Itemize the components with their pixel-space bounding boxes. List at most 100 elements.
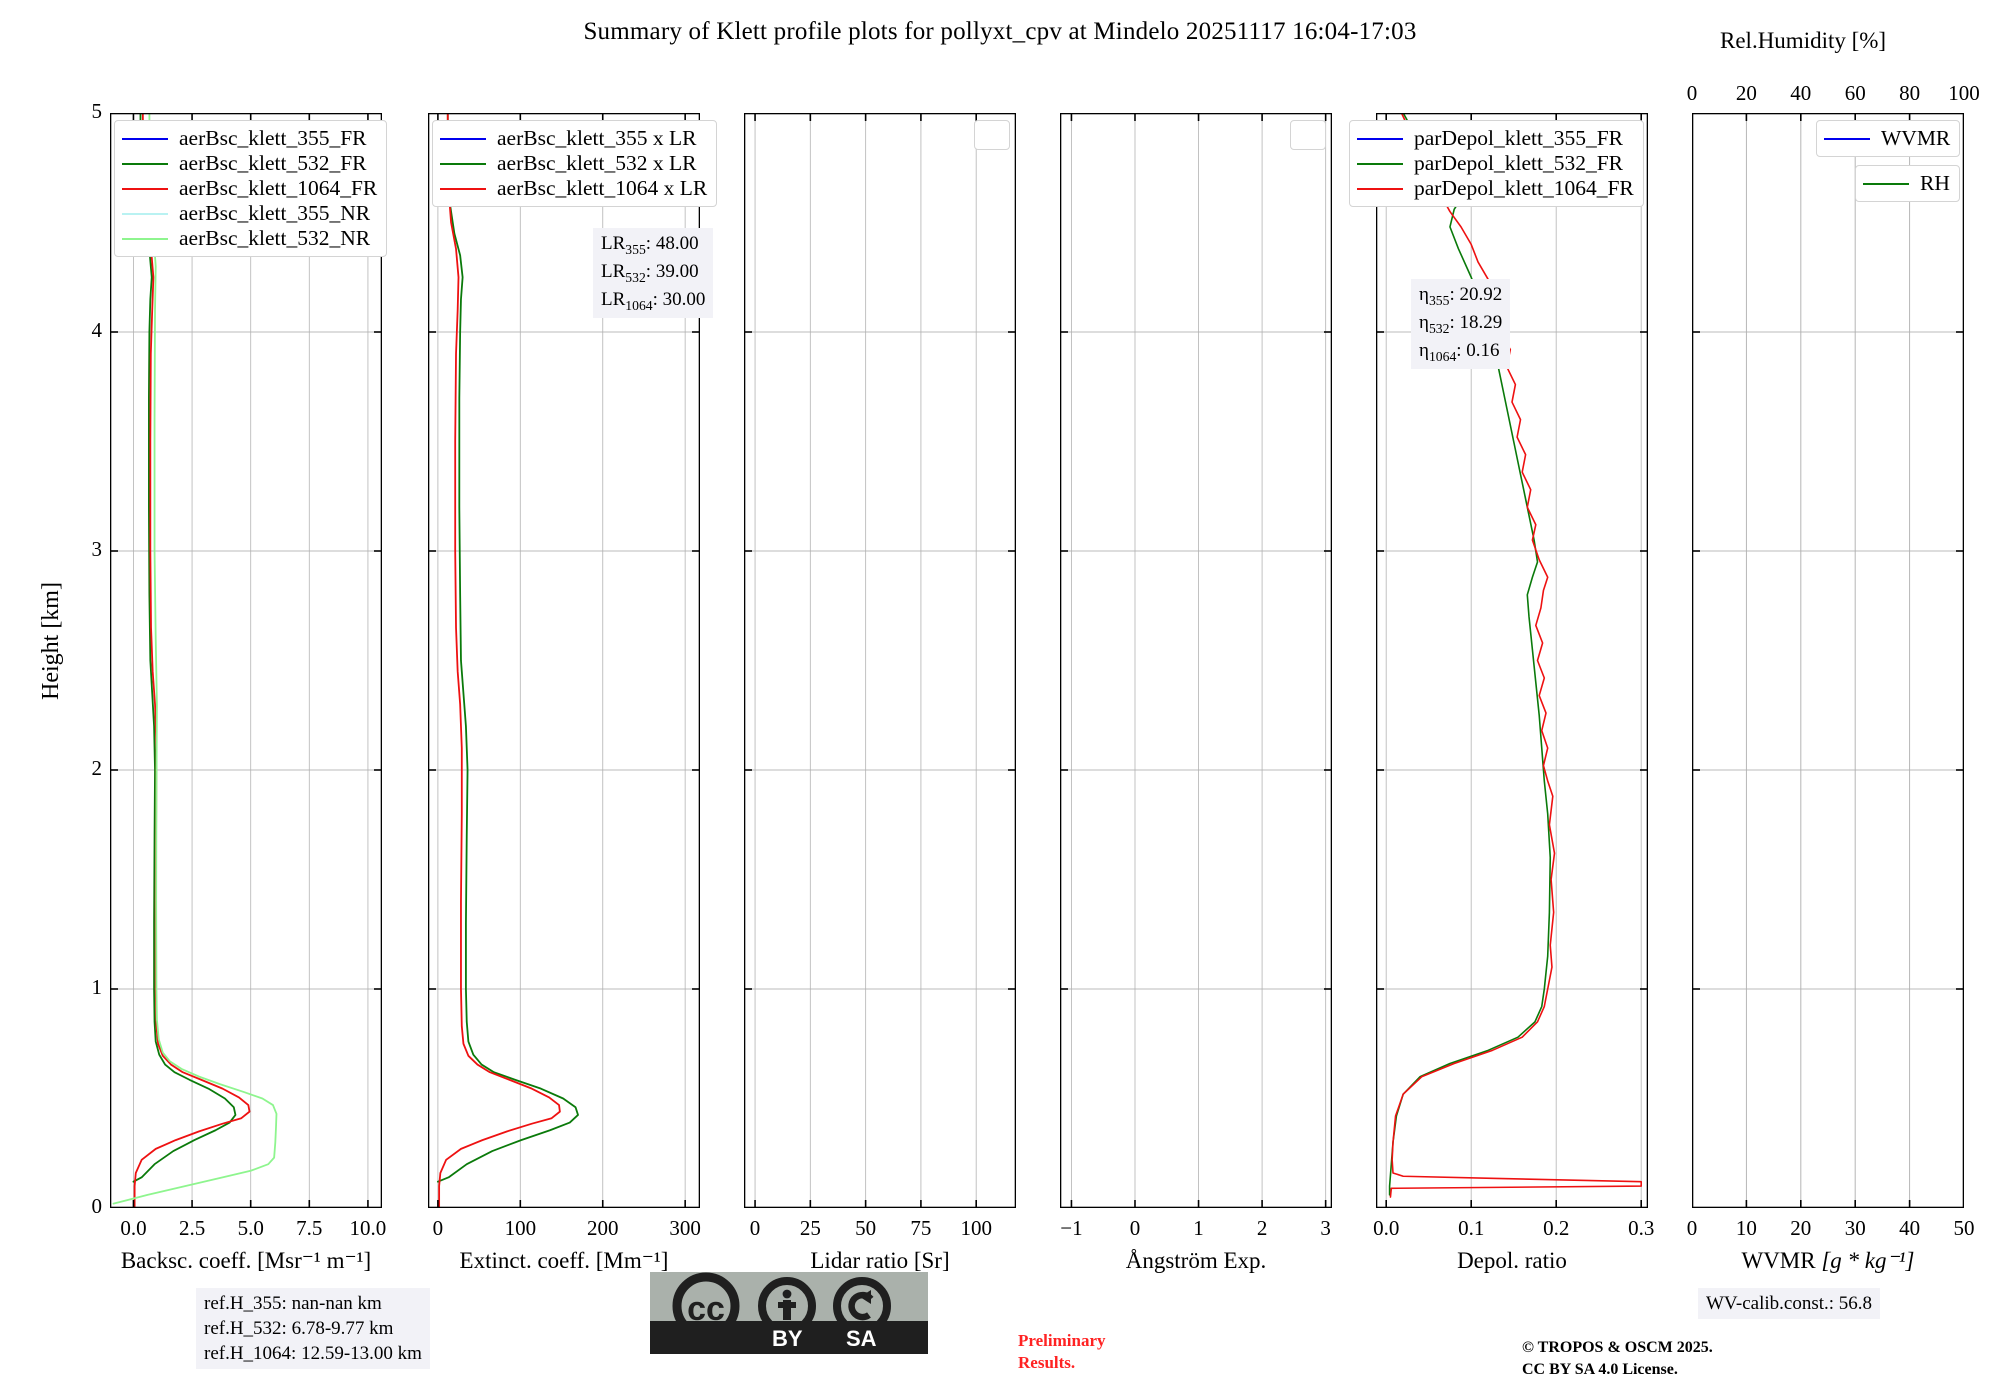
xtick-backscatter-0: 0.0 [120, 1216, 147, 1240]
legend-label: WVMR [1881, 126, 1951, 150]
ytick-1: 1 [91, 975, 103, 999]
legend-swatch-line [440, 187, 486, 190]
legend-label: aerBsc_klett_532_FR [179, 151, 367, 175]
legend-box[interactable]: RH [1855, 165, 1960, 202]
xtick-extinction-0: 0 [432, 1216, 444, 1240]
xtick-lidar_ratio-4: 100 [960, 1216, 992, 1240]
legend-item[interactable]: aerBsc_klett_355_NR [122, 201, 377, 226]
xtick-angstrom-1: 0 [1129, 1216, 1141, 1240]
legend-item[interactable]: aerBsc_klett_1064 x LR [440, 176, 707, 201]
xtick-wvmr_rh-3: 30 [1844, 1216, 1866, 1240]
top-xtick-rh-2: 40 [1790, 81, 1812, 105]
legend-swatch-line [1824, 137, 1870, 140]
legend-box[interactable]: aerBsc_klett_355_FR aerBsc_klett_532_FR ae… [114, 120, 388, 257]
legend-item[interactable]: aerBsc_klett_532 x LR [440, 151, 707, 176]
ytick-0: 0 [91, 1194, 103, 1218]
legend-label: RH [1920, 171, 1950, 195]
xtick-angstrom-4: 3 [1320, 1216, 1331, 1240]
xtick-depolarization-0: 0.0 [1373, 1216, 1400, 1240]
xaxis-label-wvmr_rh: WVMR [g * kg⁻¹] [1741, 1248, 1915, 1273]
ytick-2: 2 [91, 756, 103, 780]
copyright-note: © TROPOS & OSCM 2025. CC BY SA 4.0 Licen… [1522, 1339, 1713, 1378]
reference-height-row: ref.H_355: nan-nan km [204, 1293, 382, 1314]
legend-swatch-line [440, 162, 486, 165]
xaxis-label-backscatter: Backsc. coeff. [Msr⁻¹ m⁻¹] [120, 1248, 372, 1273]
legend-label: aerBsc_klett_532_NR [179, 226, 371, 250]
legend-box[interactable]: parDepol_klett_355_FR parDepol_klett_532_… [1349, 120, 1644, 207]
legend-item[interactable]: aerBsc_klett_355_FR [122, 126, 377, 151]
xtick-lidar_ratio-2: 50 [855, 1216, 877, 1240]
cc-sa-label: SA [846, 1326, 877, 1351]
legend-swatch-line [440, 137, 486, 140]
panel-angstrom [1060, 113, 1332, 1208]
legend-box-empty[interactable] [1290, 120, 1326, 150]
legend-item[interactable]: parDepol_klett_355_FR [1357, 126, 1634, 151]
xtick-backscatter-4: 10.0 [349, 1216, 387, 1240]
legend-item[interactable]: WVMR [1824, 126, 1950, 151]
top-xtick-rh-5: 100 [1948, 81, 1980, 105]
xtick-backscatter-2: 5.0 [237, 1216, 264, 1240]
legend-box[interactable]: WVMR [1816, 120, 1961, 157]
top-xtick-rh-3: 60 [1844, 81, 1866, 105]
xtick-lidar_ratio-3: 75 [910, 1216, 932, 1240]
legend-box-empty[interactable] [974, 120, 1010, 150]
panel-lidar_ratio [744, 113, 1016, 1208]
legend-item[interactable]: RH [1863, 171, 1950, 196]
legend-item[interactable]: aerBsc_klett_1064_FR [122, 176, 377, 201]
legend-label: aerBsc_klett_1064_FR [179, 176, 378, 200]
legend-label: aerBsc_klett_355_FR [179, 126, 367, 150]
figure-title: Summary of Klett profile plots for polly… [583, 18, 1417, 45]
annotation-row: LR355: 48.00 [601, 233, 699, 257]
lidar-ratio-values-box: LR355: 48.00 LR532: 39.00 LR1064: 30.00 [593, 228, 714, 318]
xtick-wvmr_rh-2: 20 [1790, 1216, 1812, 1240]
legend-swatch-line [1357, 187, 1403, 190]
panel-backscatter [110, 113, 382, 1208]
legend-label: parDepol_klett_532_FR [1414, 151, 1624, 175]
xtick-extinction-1: 100 [504, 1216, 537, 1240]
legend-item[interactable]: parDepol_klett_1064_FR [1357, 176, 1634, 201]
cc-badge-footer-bar [650, 1321, 928, 1354]
annotation-row: LR1064: 30.00 [601, 288, 706, 313]
legend-swatch-line [122, 237, 168, 240]
reference-height-row: ref.H_1064: 12.59-13.00 km [204, 1343, 422, 1365]
ytick-4: 4 [91, 318, 103, 342]
legend-label: parDepol_klett_1064_FR [1414, 176, 1634, 200]
xtick-lidar_ratio-1: 25 [799, 1216, 821, 1240]
legend-item[interactable]: aerBsc_klett_532_NR [122, 226, 377, 251]
legend-box[interactable]: aerBsc_klett_355 x LR aerBsc_klett_532 x … [432, 120, 718, 207]
xtick-backscatter-1: 2.5 [178, 1216, 206, 1240]
xtick-depolarization-3: 0.3 [1628, 1216, 1655, 1240]
legend-label: aerBsc_klett_1064 x LR [497, 176, 708, 200]
legend-item[interactable]: aerBsc_klett_532_FR [122, 151, 377, 176]
legend-label: aerBsc_klett_355 x LR [497, 126, 697, 150]
xtick-angstrom-0: −1 [1060, 1216, 1083, 1240]
top-xtick-rh-1: 20 [1735, 81, 1757, 105]
y-axis-label: Height [km] [38, 582, 64, 700]
preliminary-results-note: Preliminary Results. [1018, 1331, 1106, 1373]
top-xtick-rh-0: 0 [1686, 81, 1698, 105]
xtick-wvmr_rh-0: 0 [1686, 1216, 1698, 1240]
legend-label: parDepol_klett_355_FR [1414, 126, 1624, 150]
legend-label: aerBsc_klett_355_NR [179, 201, 371, 225]
ytick-5: 5 [91, 99, 103, 123]
legend-swatch-line [1863, 182, 1909, 185]
xaxis-label-angstrom: Ångström Exp. [1125, 1248, 1267, 1273]
legend-item[interactable]: parDepol_klett_532_FR [1357, 151, 1634, 176]
rel-humidity-top-axis-label: Rel.Humidity [%] [1720, 28, 1887, 53]
xtick-angstrom-3: 2 [1256, 1216, 1268, 1240]
annotation-row: LR532: 39.00 [601, 260, 699, 285]
xaxis-label-lidar_ratio: Lidar ratio [Sr] [810, 1248, 950, 1273]
xtick-lidar_ratio-0: 0 [749, 1216, 761, 1240]
legend-item[interactable]: aerBsc_klett_355 x LR [440, 126, 707, 151]
cc-by-label: BY [772, 1326, 803, 1351]
legend-swatch-line [1357, 162, 1403, 165]
xtick-wvmr_rh-1: 10 [1735, 1216, 1757, 1240]
legend-swatch-line [122, 212, 168, 215]
xaxis-label-depolarization: Depol. ratio [1457, 1248, 1567, 1273]
reference-height-row: ref.H_532: 6.78-9.77 km [204, 1318, 394, 1340]
legend-swatch-line [122, 187, 168, 190]
legend-swatch-line [122, 137, 168, 140]
xtick-wvmr_rh-5: 50 [1953, 1216, 1975, 1240]
eta-values-box: η355: 20.92 η532: 18.29 η1064: 0.16 [1411, 279, 1511, 369]
